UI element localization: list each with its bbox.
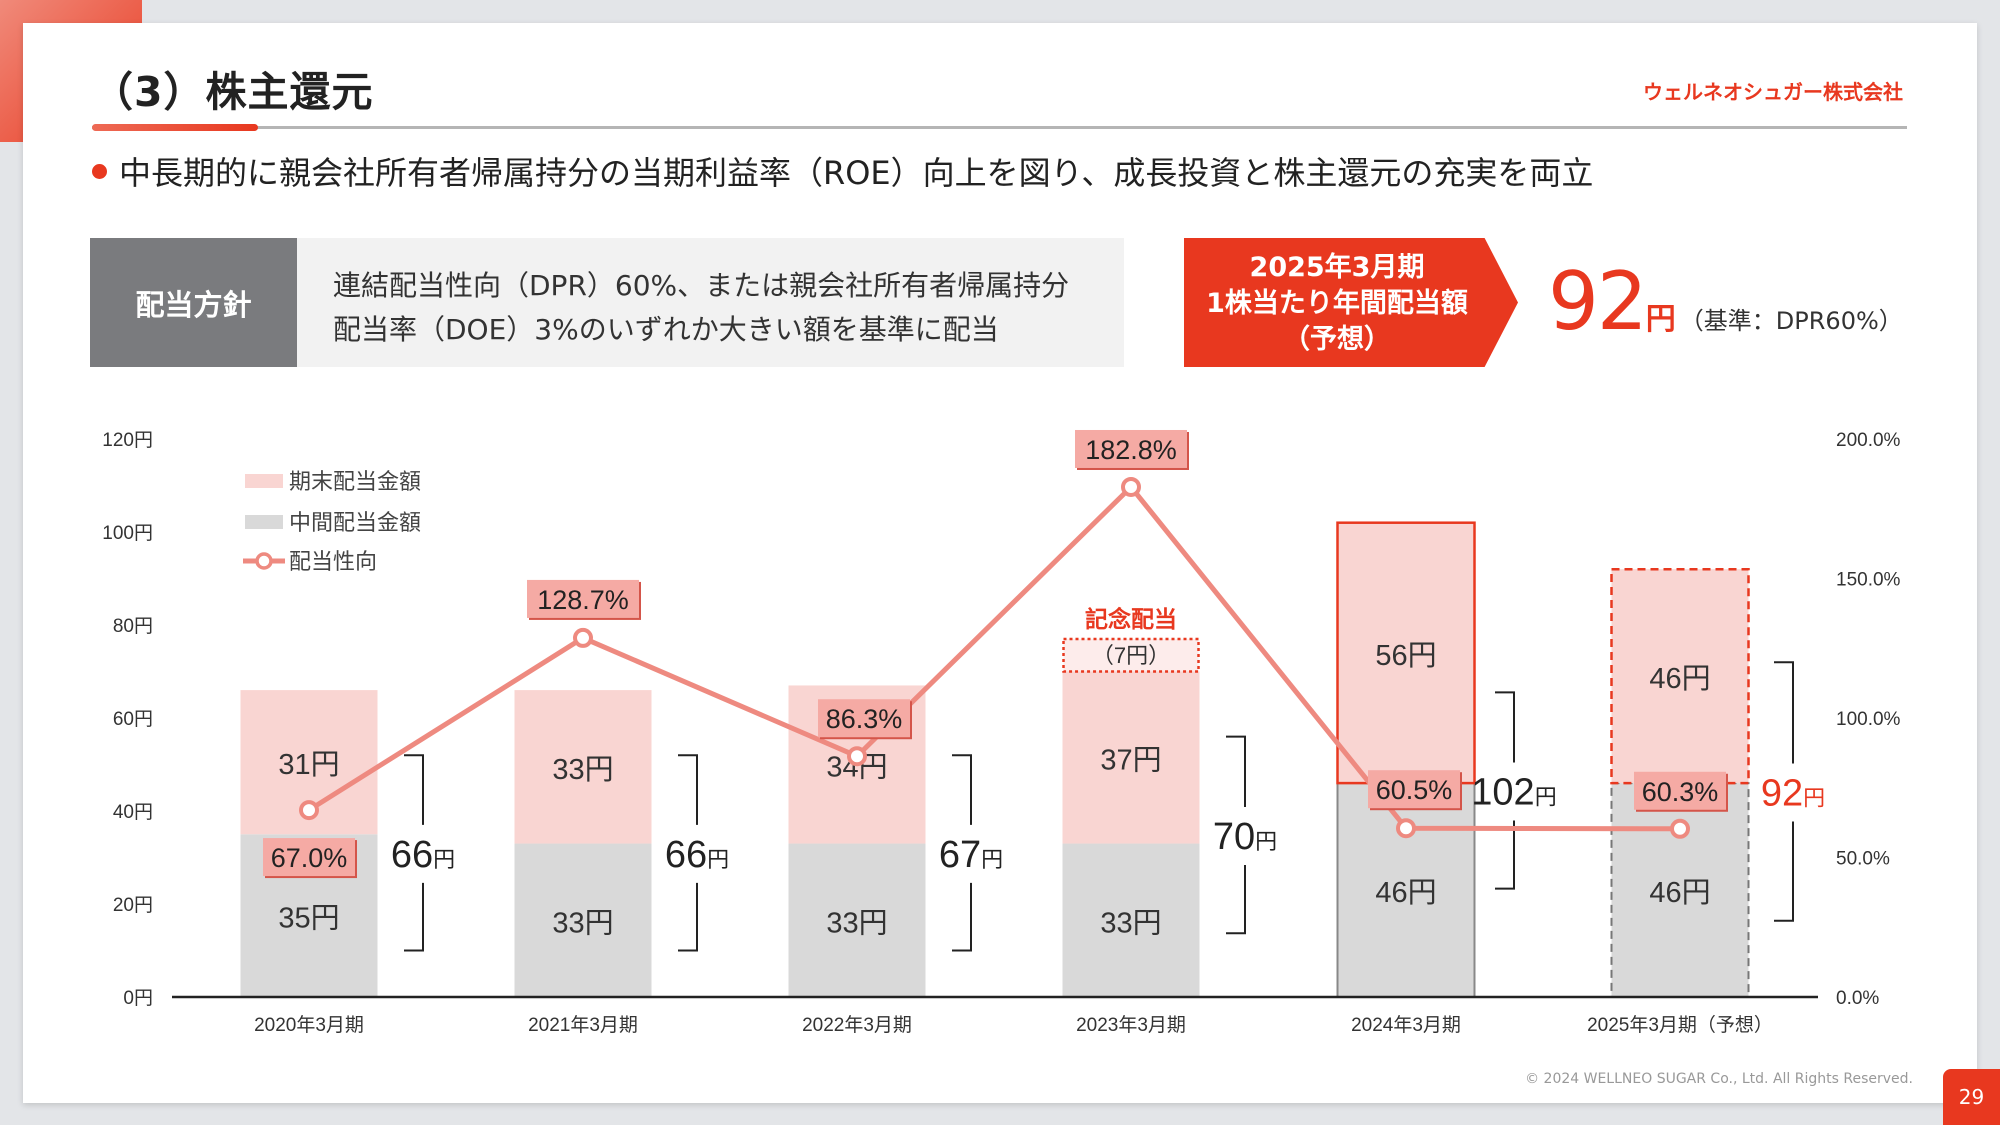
- legend-swatch-interim: [245, 515, 283, 529]
- forecast-basis: （基準：DPR60%）: [1679, 307, 1903, 335]
- payout-ratio-point: [847, 746, 867, 767]
- bar-interim: [514, 843, 652, 997]
- payout-label: 86.3%: [826, 704, 903, 734]
- total-label: 102円: [1471, 772, 1556, 814]
- payout-ratio-point: [573, 627, 593, 648]
- bar-year-end: [514, 690, 652, 844]
- y-right-tick-label: 50.0%: [1836, 849, 1890, 870]
- bar-year-end-label: 33円: [552, 754, 613, 786]
- commemorative-box: [1062, 637, 1200, 673]
- forecast-line-1: 2025年3月期: [1249, 252, 1425, 283]
- payout-label-box: [1075, 429, 1187, 468]
- payout-label: 60.5%: [1376, 775, 1453, 805]
- payout-label-box: [1634, 771, 1726, 810]
- policy-line-2: 配当率（DOE）3%のいずれか大きい額を基準に配当: [333, 313, 999, 346]
- summary-text: 中長期的に親会社所有者帰属持分の当期利益率（ROE）向上を図り、成長投資と株主還…: [119, 154, 1594, 192]
- y-right-tick-label: 100.0%: [1836, 709, 1901, 730]
- commemorative-title: 記念配当: [1085, 606, 1177, 632]
- y-left-tick-label: 60円: [113, 709, 153, 730]
- bar-year-end-label: 46円: [1649, 663, 1710, 695]
- payout-label-box: [263, 838, 355, 877]
- bar-year-end-label: 56円: [1375, 640, 1436, 672]
- total-bracket: [1495, 691, 1515, 890]
- policy-text: 連結配当性向（DPR）60%、または親会社所有者帰属持分 配当率（DOE）3%の…: [297, 238, 1124, 367]
- y-right-tick-label: 200.0%: [1836, 430, 1901, 451]
- title-divider-accent: [92, 124, 258, 131]
- company-logo: ウェルネオシュガー株式会社: [1643, 80, 1903, 104]
- summary-bullet: 中長期的に親会社所有者帰属持分の当期利益率（ROE）向上を図り、成長投資と株主還…: [92, 148, 1593, 194]
- commemorative-amount: （7円）: [1092, 643, 1170, 668]
- total-bracket: [1774, 661, 1794, 922]
- total-bracket: [678, 754, 698, 952]
- payout-ratio-point: [299, 800, 319, 821]
- title-divider: [92, 126, 1907, 129]
- legend-swatch-year-end: [245, 474, 283, 488]
- bar-year-end-label: 31円: [278, 749, 339, 781]
- total-bracket: [1226, 735, 1246, 935]
- total-bracket: [952, 754, 972, 952]
- bar-year-end: [1062, 671, 1200, 844]
- x-tick-label: 2020年3月期: [254, 1014, 364, 1036]
- bar-interim-label: 46円: [1649, 877, 1710, 909]
- bar-interim-label: 33円: [1100, 907, 1161, 939]
- payout-label-box: [527, 579, 639, 618]
- y-left-tick-label: 120円: [102, 430, 153, 451]
- y-right-tick-label: 0.0%: [1836, 988, 1879, 1009]
- total-label: 92円: [1761, 772, 1825, 814]
- forecast-number: 92: [1548, 255, 1648, 348]
- y-left-tick-label: 40円: [113, 802, 153, 823]
- page-title: （3）株主還元: [92, 68, 374, 116]
- payout-ratio-point: [1121, 476, 1141, 497]
- x-tick-label: 2023年3月期: [1076, 1014, 1186, 1036]
- y-right-tick-label: 150.0%: [1836, 570, 1901, 591]
- payout-label-box: [1368, 770, 1460, 809]
- y-left-tick-label: 100円: [102, 523, 153, 544]
- payout-label: 67.0%: [271, 843, 348, 873]
- y-left-tick-label: 20円: [113, 895, 153, 916]
- legend-marker-payout: [255, 552, 273, 570]
- policy-label: 配当方針: [90, 238, 297, 367]
- payout-label: 128.7%: [537, 585, 629, 615]
- payout-ratio-point: [1670, 818, 1690, 839]
- page-number: 29: [1943, 1069, 2000, 1125]
- payout-label-box: [818, 699, 910, 738]
- bar-year-end: [1336, 521, 1476, 785]
- payout-label: 60.3%: [1642, 777, 1719, 807]
- total-bracket: [404, 754, 424, 952]
- bar-interim: [1062, 843, 1200, 997]
- bar-interim-label: 35円: [278, 903, 339, 935]
- forecast-arrow-box: 2025年3月期 1株当たり年間配当額 （予想）: [1184, 238, 1518, 367]
- total-label: 70円: [1213, 816, 1277, 858]
- copyright: © 2024 WELLNEO SUGAR Co., Ltd. All Right…: [1525, 1071, 1913, 1087]
- x-tick-label: 2022年3月期: [802, 1014, 912, 1036]
- legend-label: 期末配当金額: [289, 469, 421, 494]
- y-left-tick-label: 0円: [123, 988, 153, 1009]
- bar-interim-label: 33円: [552, 907, 613, 939]
- policy-line-1: 連結配当性向（DPR）60%、または親会社所有者帰属持分: [333, 269, 1070, 302]
- legend-label: 中間配当金額: [289, 510, 421, 535]
- x-tick-label: 2024年3月期: [1351, 1014, 1461, 1036]
- bar-interim-label: 33円: [826, 907, 887, 939]
- total-label: 66円: [665, 834, 729, 876]
- payout-label: 182.8%: [1085, 435, 1177, 465]
- payout-ratio-point: [1396, 818, 1416, 839]
- bar-year-end-label: 37円: [1100, 745, 1161, 777]
- total-label: 66円: [391, 834, 455, 876]
- forecast-value: 92 円 （基準：DPR60%）: [1548, 262, 1903, 342]
- total-label: 67円: [939, 834, 1003, 876]
- y-left-tick-label: 80円: [113, 616, 153, 637]
- forecast-line-2: 1株当たり年間配当額: [1206, 288, 1468, 319]
- forecast-unit: 円: [1645, 302, 1676, 337]
- bullet-dot-icon: [92, 163, 107, 179]
- legend-label: 配当性向: [289, 549, 377, 574]
- x-tick-label: 2025年3月期（予想）: [1587, 1014, 1773, 1036]
- forecast-line-3: （予想）: [1283, 324, 1391, 355]
- payout-ratio-line: [307, 484, 1681, 832]
- x-tick-label: 2021年3月期: [528, 1014, 638, 1036]
- bar-interim: [788, 843, 926, 997]
- bar-interim-label: 46円: [1375, 877, 1436, 909]
